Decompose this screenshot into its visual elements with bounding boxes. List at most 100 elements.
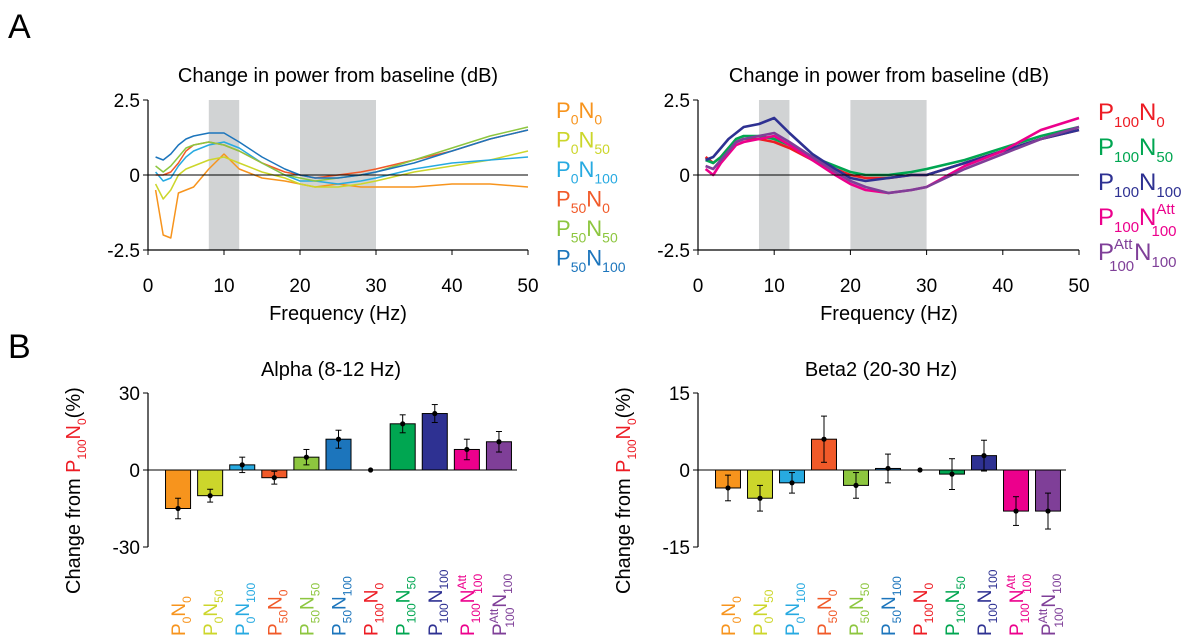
n-subscript: 50 — [1156, 149, 1173, 166]
category-label: P0N100 — [783, 583, 808, 636]
x-tick-label: 40 — [992, 276, 1013, 297]
p-subscript: 100 — [1114, 184, 1139, 201]
x-tick-label: 30 — [365, 276, 386, 297]
letter-p: P — [847, 623, 868, 636]
chart-title: Change in power from baseline (dB) — [729, 65, 1049, 87]
mean-point — [949, 471, 955, 477]
letter-n: N — [426, 590, 447, 604]
n-subscript: 0 — [594, 112, 602, 128]
letter-n: N — [586, 216, 602, 241]
n-subscript: 100 — [1156, 184, 1181, 201]
mean-point — [271, 475, 277, 481]
category-label: PAtt 100N100 — [487, 574, 517, 636]
n-subscript: 0 — [826, 589, 840, 596]
n-subscript: 50 — [308, 583, 322, 597]
category-label-text: P50N0 — [815, 589, 840, 636]
category-label-text: P100N0 — [911, 583, 936, 636]
n-subscript: 0 — [373, 583, 387, 590]
category-label-text: P50N100 — [879, 576, 904, 636]
category-label: P0N100 — [233, 583, 258, 636]
y-axis-label-text: Change from P100N0(%) — [613, 387, 639, 594]
x-tick-label: 0 — [143, 276, 154, 297]
category-label-text: P0N0 — [719, 596, 744, 636]
mean-point — [981, 453, 987, 459]
y-tick-label: 0 — [129, 166, 140, 187]
n-subscript: 0 — [180, 596, 194, 603]
category-label-text: P100NAtt 100 — [455, 574, 485, 636]
n-subscript: 100 — [1151, 254, 1176, 271]
mean-point — [207, 493, 213, 499]
mean-point — [367, 467, 374, 473]
x-tick-label: 10 — [764, 276, 785, 297]
x-axis-label: Frequency (Hz) — [820, 303, 958, 325]
n-subscript: 0 — [75, 418, 89, 425]
n-subscript: 100 — [890, 576, 904, 596]
letter-p: P — [490, 623, 511, 636]
y-label-prefix: Change from — [613, 473, 635, 594]
letter-p: P — [265, 623, 286, 636]
mean-point — [464, 446, 470, 453]
letter-p: P — [1039, 623, 1060, 636]
n-subscript: 0 — [602, 200, 610, 216]
letter-p: P — [556, 216, 571, 241]
category-label-text: P50N0 — [265, 589, 290, 636]
p-subscript: 0 — [571, 112, 579, 128]
letter-n: N — [362, 590, 383, 604]
p-subscript: 50 — [571, 259, 587, 275]
chart-title: Alpha (8-12 Hz) — [261, 359, 401, 381]
n-subscript: 100 — [1151, 223, 1176, 240]
n-subscript: 100 — [437, 569, 451, 589]
legend-entry: P100N100 — [1098, 169, 1181, 201]
letter-n: N — [578, 98, 594, 123]
category-label-text: P0N100 — [783, 583, 808, 636]
mean-point — [239, 462, 245, 468]
legend-entry: P50N100 — [556, 246, 626, 276]
y-tick-label: 30 — [119, 384, 140, 405]
p-superscript: Att — [1036, 608, 1050, 623]
letter-n: N — [586, 187, 602, 212]
n-subscript: 50 — [954, 576, 968, 590]
n-subscript: 100 — [341, 576, 355, 596]
p-subscript: 100 — [1114, 114, 1139, 131]
x-tick-label: 50 — [517, 276, 538, 297]
p-subscript: 0 — [730, 616, 744, 623]
p-subscript: 100 — [1114, 219, 1139, 236]
p-subscript: 100 — [1052, 607, 1066, 627]
mean-point — [917, 467, 923, 473]
p-subscript: 0 — [180, 616, 194, 623]
category-label: P50N0 — [815, 589, 840, 636]
category-label: P100N0 — [362, 583, 387, 636]
series-line — [155, 129, 529, 179]
letter-p: P — [751, 623, 772, 636]
n-subscript: 50 — [762, 589, 776, 603]
p-subscript: 50 — [308, 610, 322, 624]
category-label: P50N50 — [297, 583, 322, 636]
letter-n: N — [233, 603, 254, 617]
letter-n: N — [1039, 594, 1060, 608]
x-axis-label: Frequency (Hz) — [269, 303, 407, 325]
letter-n: N — [458, 590, 479, 604]
category-label-text: PAtt 100N100 — [1036, 574, 1066, 636]
n-subscript: 100 — [602, 259, 626, 275]
p-subscript: 0 — [244, 616, 258, 623]
mean-point — [757, 495, 763, 501]
category-label: P0N0 — [169, 596, 194, 636]
letter-n: N — [975, 590, 996, 604]
n-subscript: 0 — [1156, 114, 1164, 131]
letter-n: N — [943, 590, 964, 604]
bar-chart-beta2: Beta2 (20-30 Hz) Change from P100N0(%) 15… — [613, 359, 1066, 636]
n-subscript: 100 — [986, 569, 1000, 589]
letter-p: P — [879, 623, 900, 636]
n-superscript: Att — [455, 574, 469, 589]
mean-point — [400, 421, 406, 427]
series-line — [705, 116, 1080, 183]
p-subscript: 0 — [212, 616, 226, 623]
mean-point — [885, 465, 891, 472]
n-subscript: 100 — [1050, 574, 1064, 594]
mean-point — [303, 454, 310, 460]
chart-title: Change in power from baseline (dB) — [178, 65, 498, 87]
mean-point — [1045, 508, 1051, 514]
letter-p: P — [1098, 239, 1114, 266]
mean-point — [496, 439, 502, 445]
